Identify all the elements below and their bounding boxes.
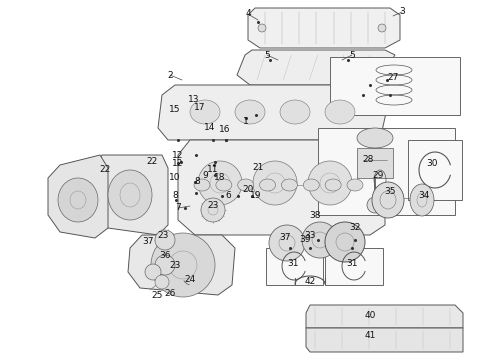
Ellipse shape <box>108 170 152 220</box>
Ellipse shape <box>155 255 175 275</box>
Text: 2: 2 <box>167 71 173 80</box>
Polygon shape <box>95 155 168 235</box>
Text: 14: 14 <box>204 122 216 131</box>
Ellipse shape <box>367 197 383 213</box>
Polygon shape <box>158 85 390 140</box>
Text: 23: 23 <box>157 230 169 239</box>
Polygon shape <box>306 305 463 328</box>
Text: 10: 10 <box>169 172 181 181</box>
Text: 15: 15 <box>169 105 181 114</box>
Text: 24: 24 <box>184 275 196 284</box>
Polygon shape <box>306 328 463 352</box>
Ellipse shape <box>194 179 210 191</box>
Text: 7: 7 <box>175 203 181 212</box>
Text: 42: 42 <box>304 278 316 287</box>
Text: 16: 16 <box>219 126 231 135</box>
Text: 26: 26 <box>164 288 176 297</box>
Text: 12: 12 <box>172 150 184 159</box>
Text: 5: 5 <box>349 50 355 59</box>
Text: 23: 23 <box>170 261 181 270</box>
Bar <box>408 140 462 200</box>
Text: 17: 17 <box>194 103 206 112</box>
Text: 21: 21 <box>252 163 264 172</box>
Ellipse shape <box>303 179 319 191</box>
Text: 13: 13 <box>188 95 200 104</box>
Text: 20: 20 <box>243 185 254 194</box>
Polygon shape <box>48 155 108 238</box>
Text: 9: 9 <box>202 171 208 180</box>
Text: 1: 1 <box>243 117 249 126</box>
Text: 30: 30 <box>426 158 438 167</box>
Text: 41: 41 <box>364 332 376 341</box>
Text: 32: 32 <box>349 224 361 233</box>
Ellipse shape <box>280 100 310 124</box>
Text: 31: 31 <box>287 258 299 267</box>
Text: 4: 4 <box>245 9 251 18</box>
Text: 3: 3 <box>399 8 405 17</box>
Text: 8: 8 <box>172 190 178 199</box>
Text: 6: 6 <box>225 192 231 201</box>
Bar <box>318 128 455 215</box>
Text: 25: 25 <box>151 291 163 300</box>
Text: 8: 8 <box>194 176 200 185</box>
Ellipse shape <box>325 179 341 191</box>
Ellipse shape <box>302 222 338 258</box>
Ellipse shape <box>410 184 434 216</box>
Ellipse shape <box>190 100 220 124</box>
Ellipse shape <box>235 100 265 124</box>
Ellipse shape <box>201 198 225 222</box>
Bar <box>266 248 323 285</box>
Polygon shape <box>237 50 395 85</box>
Text: 23: 23 <box>207 201 219 210</box>
Ellipse shape <box>281 179 297 191</box>
Text: 28: 28 <box>362 156 374 165</box>
Ellipse shape <box>198 161 242 205</box>
Text: 37: 37 <box>279 234 291 243</box>
Text: 18: 18 <box>214 174 226 183</box>
Bar <box>325 248 383 285</box>
Text: 29: 29 <box>372 171 384 180</box>
Ellipse shape <box>325 222 365 262</box>
Ellipse shape <box>347 179 363 191</box>
Ellipse shape <box>155 275 169 289</box>
Ellipse shape <box>357 128 393 148</box>
Text: 35: 35 <box>384 188 396 197</box>
Text: 38: 38 <box>309 211 321 220</box>
Text: 22: 22 <box>147 158 158 166</box>
Ellipse shape <box>258 24 266 32</box>
Text: 5: 5 <box>264 50 270 59</box>
Polygon shape <box>128 235 235 295</box>
Bar <box>330 57 460 115</box>
Text: 31: 31 <box>346 258 358 267</box>
Ellipse shape <box>238 179 254 191</box>
Ellipse shape <box>155 230 175 250</box>
Text: 36: 36 <box>159 251 171 260</box>
Ellipse shape <box>372 182 404 218</box>
Ellipse shape <box>58 178 98 222</box>
Ellipse shape <box>260 179 275 191</box>
Ellipse shape <box>325 100 355 124</box>
Text: 11: 11 <box>207 166 219 175</box>
Ellipse shape <box>308 161 352 205</box>
Text: 22: 22 <box>99 166 111 175</box>
Ellipse shape <box>253 161 297 205</box>
Ellipse shape <box>145 264 161 280</box>
Text: 33: 33 <box>304 230 316 239</box>
Text: 34: 34 <box>418 190 430 199</box>
Text: 40: 40 <box>364 311 376 320</box>
Text: 27: 27 <box>387 72 399 81</box>
Bar <box>357 148 393 178</box>
Ellipse shape <box>151 233 215 297</box>
Ellipse shape <box>216 179 232 191</box>
Text: 19: 19 <box>250 192 262 201</box>
Ellipse shape <box>269 225 305 261</box>
Polygon shape <box>248 8 400 48</box>
Text: 12: 12 <box>172 158 184 167</box>
Polygon shape <box>178 140 385 235</box>
Ellipse shape <box>378 24 386 32</box>
Text: 37: 37 <box>142 238 154 247</box>
Text: 39: 39 <box>299 235 311 244</box>
